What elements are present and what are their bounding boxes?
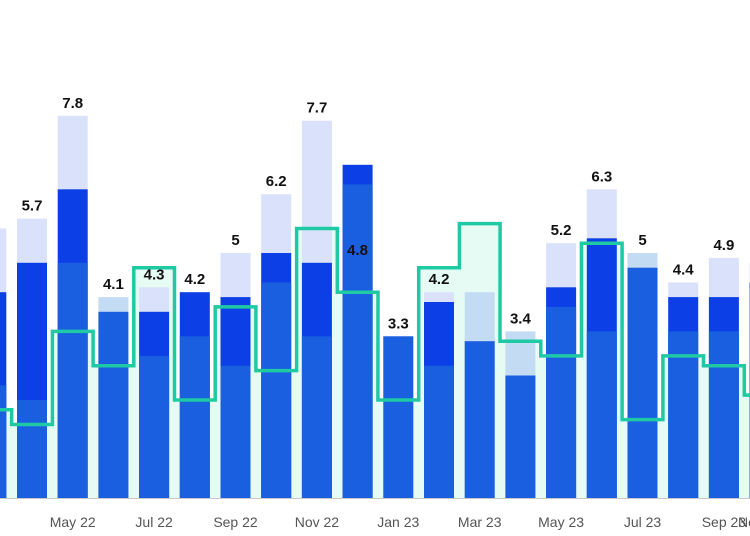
data-label: 4.9: [713, 237, 734, 254]
bar-aug-22: [179, 292, 210, 498]
bar-segment-base: [179, 336, 210, 498]
bar-sep-22: [220, 253, 251, 498]
bar-segment-base: [546, 306, 577, 498]
bar-segment-base: [220, 365, 251, 498]
bar-dec-22: [342, 164, 373, 499]
x-axis-ticks: May 22 Jul 22 Sep 22 Nov 22 Jan 23 Mar 23 May …: [50, 514, 750, 530]
bar-segment-base: [301, 336, 332, 498]
bar-segment-base: [505, 375, 536, 498]
bar-feb-23: [424, 292, 454, 498]
bar-segment-base: [586, 331, 617, 498]
bars: [0, 115, 750, 499]
bar-segment-base: [17, 400, 47, 498]
data-label: 4.2: [184, 271, 205, 288]
bar-segment-base: [261, 282, 292, 498]
bar-segment-base: [383, 336, 414, 498]
data-labels: 5.7 7.8 4.1 4.3 4.2 5 6.2 7.7 4.8 3.3 4.2 3.4 5.2 6.3…: [22, 95, 735, 332]
bar-nov-22: [301, 120, 332, 498]
data-label: 6.2: [266, 173, 287, 190]
bar-apr-23: [505, 331, 536, 498]
data-label: 4.3: [144, 266, 165, 283]
data-label: 4.1: [103, 276, 124, 293]
bar-segment-base: [668, 331, 699, 498]
x-tick-label: Sep 23: [702, 514, 747, 530]
bar-segment-base: [424, 365, 454, 498]
x-tick-label: Jul 22: [135, 514, 173, 530]
data-label: 3.4: [510, 310, 532, 327]
bar-segment-base: [708, 331, 739, 498]
bar-oct-22: [261, 194, 292, 498]
data-label: 5: [231, 232, 239, 249]
data-label: 7.8: [62, 95, 83, 112]
bar-segment-base: [139, 355, 170, 498]
bar-jul-23: [627, 253, 658, 498]
x-tick-label: Mar 23: [458, 514, 502, 530]
bar-aug-23: [668, 282, 699, 498]
x-tick-label: May 23: [538, 514, 584, 530]
bar-segment-base: [98, 311, 129, 498]
bar-jun-23: [586, 189, 617, 499]
data-label: 4.8: [347, 242, 368, 259]
x-tick-label: Sep 22: [213, 514, 258, 530]
data-label: 5: [638, 232, 646, 249]
x-tick-label: Jan 23: [377, 514, 419, 530]
bar-mar-23: [464, 292, 495, 498]
x-tick-label: Nov 22: [295, 514, 340, 530]
x-tick-label: No: [738, 514, 750, 530]
bar-may-22: [57, 115, 88, 499]
bar-jan-23: [383, 336, 414, 498]
data-label: 5.2: [551, 222, 572, 239]
data-label: 7.7: [306, 100, 327, 117]
step-line-group: [0, 221, 750, 427]
data-label: 6.3: [591, 168, 612, 185]
bar-segment-base: [464, 341, 495, 498]
bar-segment-base: [57, 262, 88, 498]
data-label: 5.7: [22, 198, 43, 215]
x-tick-label: Jul 23: [624, 514, 662, 530]
bar-segment-base: [342, 184, 373, 498]
bar-may-23: [546, 243, 577, 498]
bar-jul-22: [139, 287, 170, 498]
bar-jun-22: [98, 297, 129, 498]
bar-mar-22: [0, 228, 7, 498]
step-line: [0, 221, 750, 427]
bar-sep-23: [708, 257, 739, 498]
x-tick-label: May 22: [50, 514, 96, 530]
bar-segment-base: [0, 385, 7, 498]
data-label: 4.4: [673, 261, 695, 278]
bar-segment-base: [627, 267, 658, 498]
data-label: 4.2: [429, 271, 450, 288]
data-label: 3.3: [388, 315, 409, 332]
bar-apr-22: [17, 218, 47, 498]
